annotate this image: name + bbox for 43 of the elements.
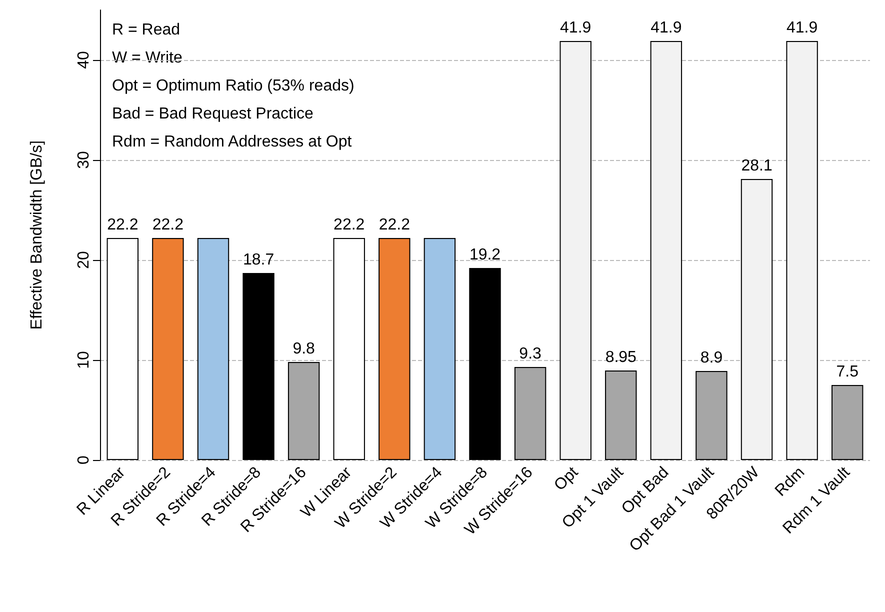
bar	[288, 362, 320, 460]
bar	[152, 238, 184, 460]
y-tick-label: 20	[76, 251, 92, 269]
bar	[740, 179, 773, 460]
annotation: Bad = Bad Request Practice	[112, 106, 314, 122]
bar	[605, 370, 637, 460]
bar	[106, 238, 138, 460]
bar	[378, 238, 410, 460]
y-tick-label: 10	[76, 351, 92, 369]
data-label: 41.9	[650, 20, 682, 36]
bar	[424, 238, 456, 460]
data-label: 28.1	[741, 158, 772, 174]
bar	[514, 367, 546, 460]
bar	[650, 41, 682, 460]
bar	[832, 385, 864, 460]
data-label: 7.5	[836, 364, 859, 380]
bar	[242, 273, 274, 460]
data-label: 8.9	[700, 350, 723, 366]
data-label: 9.3	[519, 346, 542, 362]
y-axis-title: Effective Bandwidth [GB/s]	[28, 140, 46, 330]
data-label: 41.9	[786, 20, 818, 36]
annotation: R = Read	[112, 22, 180, 38]
annotation: Opt = Optimum Ratio (53% reads)	[112, 78, 354, 94]
data-label: 41.9	[560, 20, 592, 36]
bar	[560, 41, 592, 460]
data-label: 19.2	[469, 246, 501, 264]
annotation: Rdm = Random Addresses at Opt	[112, 134, 352, 150]
bar	[197, 238, 230, 460]
bar	[469, 268, 501, 460]
data-label: 22.2	[334, 216, 365, 234]
y-tick-label: 30	[76, 151, 92, 169]
data-label: 22.2	[107, 216, 138, 234]
y-tick-label: 40	[76, 51, 92, 69]
data-label: 22.2	[152, 216, 184, 234]
bar	[696, 371, 728, 460]
y-tick-label: 0	[76, 455, 92, 464]
data-label: 18.7	[242, 252, 274, 268]
bar	[786, 41, 818, 460]
x-tick-label: Opt	[551, 464, 582, 494]
data-label: 8.95	[605, 349, 637, 366]
bar	[333, 238, 365, 460]
data-label: 22.2	[378, 216, 410, 234]
data-label: 9.8	[292, 340, 316, 358]
